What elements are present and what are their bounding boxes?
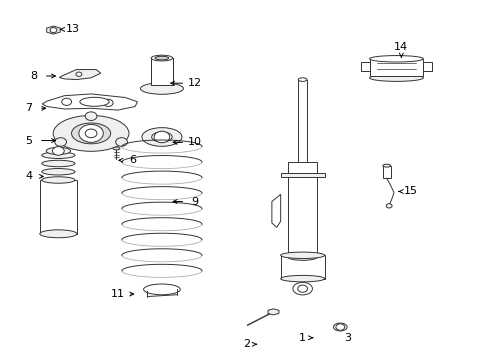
Bar [298,80,307,162]
Bar [288,162,318,257]
Circle shape [154,131,170,143]
Text: 12: 12 [188,78,202,88]
Text: 4: 4 [25,171,33,181]
Circle shape [50,28,57,33]
Text: 15: 15 [404,186,418,197]
Bar [383,166,391,178]
Text: 9: 9 [192,197,199,207]
Polygon shape [281,173,325,177]
Circle shape [76,72,82,76]
Ellipse shape [151,55,172,61]
Text: 1: 1 [299,333,306,343]
Text: 7: 7 [25,103,33,113]
Ellipse shape [281,275,325,282]
Polygon shape [42,94,138,110]
Circle shape [62,98,72,105]
Ellipse shape [42,177,75,183]
Bar [361,62,369,71]
Ellipse shape [293,282,313,295]
Circle shape [85,129,97,138]
Circle shape [52,147,64,155]
Bar [369,59,423,76]
Ellipse shape [40,230,77,238]
Circle shape [85,112,97,121]
Text: 6: 6 [129,155,136,165]
Text: 8: 8 [30,71,37,81]
Ellipse shape [113,147,120,150]
Ellipse shape [298,78,307,81]
Circle shape [386,204,392,208]
Ellipse shape [46,147,71,154]
Text: 13: 13 [66,24,80,35]
Ellipse shape [281,252,325,258]
Text: 10: 10 [188,138,202,147]
Bar [423,62,432,71]
Circle shape [79,125,103,142]
Ellipse shape [142,128,182,146]
Circle shape [103,99,113,107]
Ellipse shape [80,97,109,106]
Circle shape [298,285,308,292]
Ellipse shape [369,55,423,62]
Ellipse shape [42,168,75,175]
Text: 2: 2 [243,339,250,349]
Ellipse shape [155,56,169,60]
Circle shape [55,138,67,146]
Text: 3: 3 [344,333,351,343]
Ellipse shape [144,284,180,295]
Ellipse shape [42,160,75,167]
Ellipse shape [141,83,183,94]
Polygon shape [59,69,101,80]
Ellipse shape [383,164,391,167]
Ellipse shape [288,254,318,260]
Text: 11: 11 [111,289,125,299]
Ellipse shape [53,116,129,151]
Bar [40,180,77,234]
Text: 5: 5 [25,136,32,145]
Circle shape [336,324,344,330]
Text: 14: 14 [394,42,409,52]
Ellipse shape [72,123,111,144]
Ellipse shape [42,152,75,158]
Ellipse shape [369,74,423,81]
Bar [151,58,172,85]
Polygon shape [272,194,281,227]
Ellipse shape [333,323,347,331]
Polygon shape [47,26,60,34]
Polygon shape [268,309,279,315]
Polygon shape [147,289,159,290]
Ellipse shape [152,132,172,142]
Bar [281,255,325,279]
Circle shape [116,138,127,146]
